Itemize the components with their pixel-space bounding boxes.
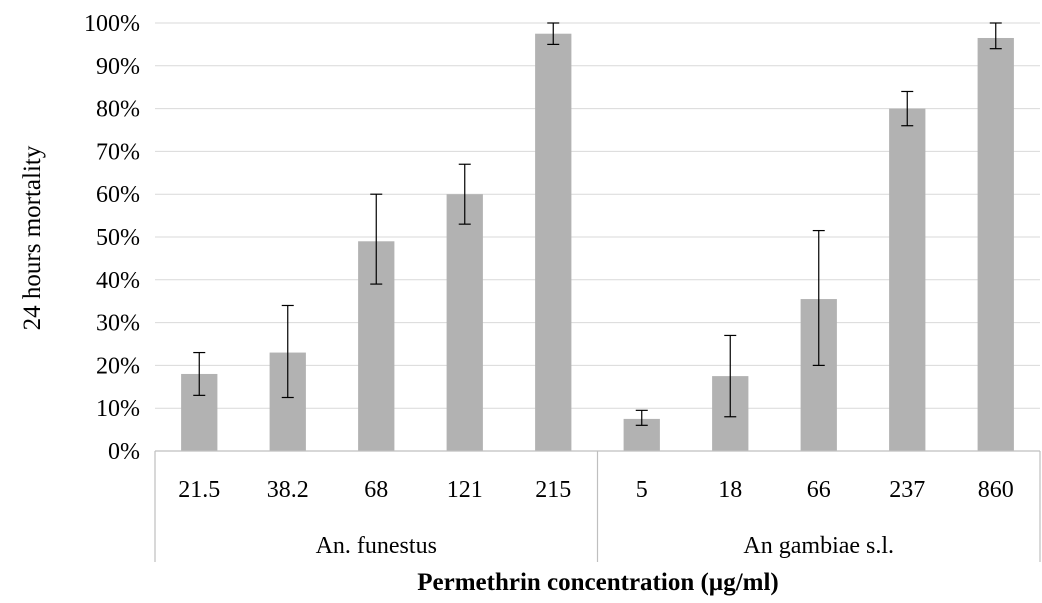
x-category-labels: 21.5 38.2 68 121 215 5 18 66 237 860 xyxy=(178,477,1014,503)
x-axis-label: Permethrin concentration (µg/ml) xyxy=(417,569,779,596)
bar xyxy=(535,33,572,451)
x-tick-label: 68 xyxy=(364,477,388,503)
bar xyxy=(446,194,483,451)
y-tick-label: 30% xyxy=(96,311,140,337)
y-tick-label: 0% xyxy=(108,439,140,465)
x-tick-label: 21.5 xyxy=(178,477,220,503)
y-axis-label: 24 hours mortality xyxy=(19,145,46,330)
bar xyxy=(889,108,926,451)
y-tick-label: 50% xyxy=(96,225,140,251)
x-tick-label: 18 xyxy=(718,477,742,503)
x-tick-label: 38.2 xyxy=(267,477,309,503)
x-tick-label: 121 xyxy=(447,477,483,503)
group-label: An. funestus xyxy=(316,533,437,559)
error-bars xyxy=(193,22,1002,426)
x-tick-label: 237 xyxy=(889,477,925,503)
y-tick-label: 90% xyxy=(96,54,140,80)
y-tick-label: 60% xyxy=(96,182,140,208)
y-tick-label: 10% xyxy=(96,396,140,422)
x-tick-label: 215 xyxy=(535,477,571,503)
y-tick-label: 80% xyxy=(96,97,140,123)
y-tick-label: 20% xyxy=(96,353,140,379)
y-axis-ticks: 0% 10% 20% 30% 40% 50% 60% 70% 80% 90% 100% xyxy=(84,11,140,465)
x-tick-label: 5 xyxy=(636,477,648,503)
bars xyxy=(181,33,1014,451)
x-tick-label: 66 xyxy=(807,477,831,503)
x-axis xyxy=(154,450,1041,562)
x-tick-label: 860 xyxy=(978,477,1014,503)
group-labels: An. funestus An gambiae s.l. xyxy=(316,533,894,559)
y-tick-label: 40% xyxy=(96,268,140,294)
bar xyxy=(977,37,1014,451)
group-label: An gambiae s.l. xyxy=(743,533,894,559)
y-tick-label: 100% xyxy=(84,11,140,37)
y-tick-label: 70% xyxy=(96,139,140,165)
